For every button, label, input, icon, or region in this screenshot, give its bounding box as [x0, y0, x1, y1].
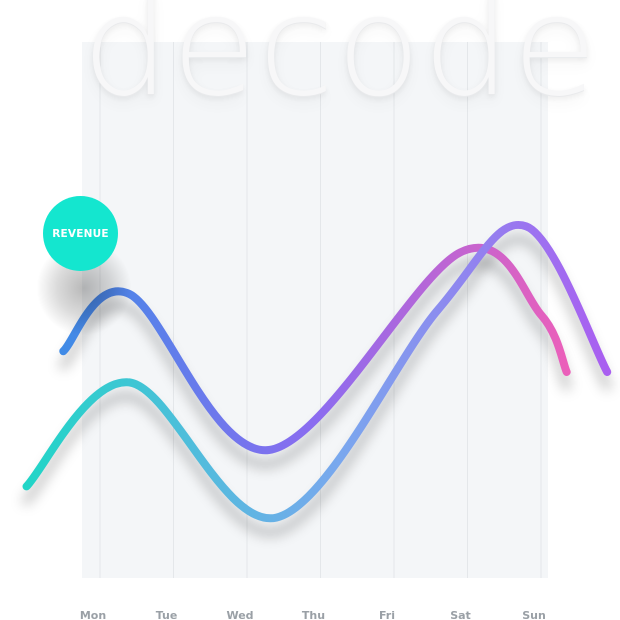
- x-tick-label: Fri: [379, 609, 395, 620]
- revenue-badge-label: REVENUE: [52, 227, 109, 240]
- x-tick-label: Sun: [522, 609, 546, 620]
- series-2-line: [22, 220, 612, 523]
- x-tick-label: Wed: [226, 609, 253, 620]
- x-tick-label: Thu: [302, 609, 325, 620]
- series-1-line: [59, 243, 571, 455]
- vertical-gridlines: [99, 42, 542, 578]
- x-tick-label: Sat: [450, 609, 471, 620]
- x-tick-label: Mon: [80, 609, 106, 620]
- series-shadows: [22, 234, 612, 537]
- series-lines: [22, 220, 612, 523]
- series-1-shadow: [58, 257, 572, 469]
- x-axis-ticks: Mon Tue Wed Thu Fri Sat Sun: [80, 609, 546, 620]
- x-tick-label: Tue: [156, 609, 178, 620]
- brand-watermark: decode: [82, 0, 600, 127]
- series-2-shadow: [22, 234, 612, 537]
- revenue-badge: REVENUE: [43, 196, 118, 271]
